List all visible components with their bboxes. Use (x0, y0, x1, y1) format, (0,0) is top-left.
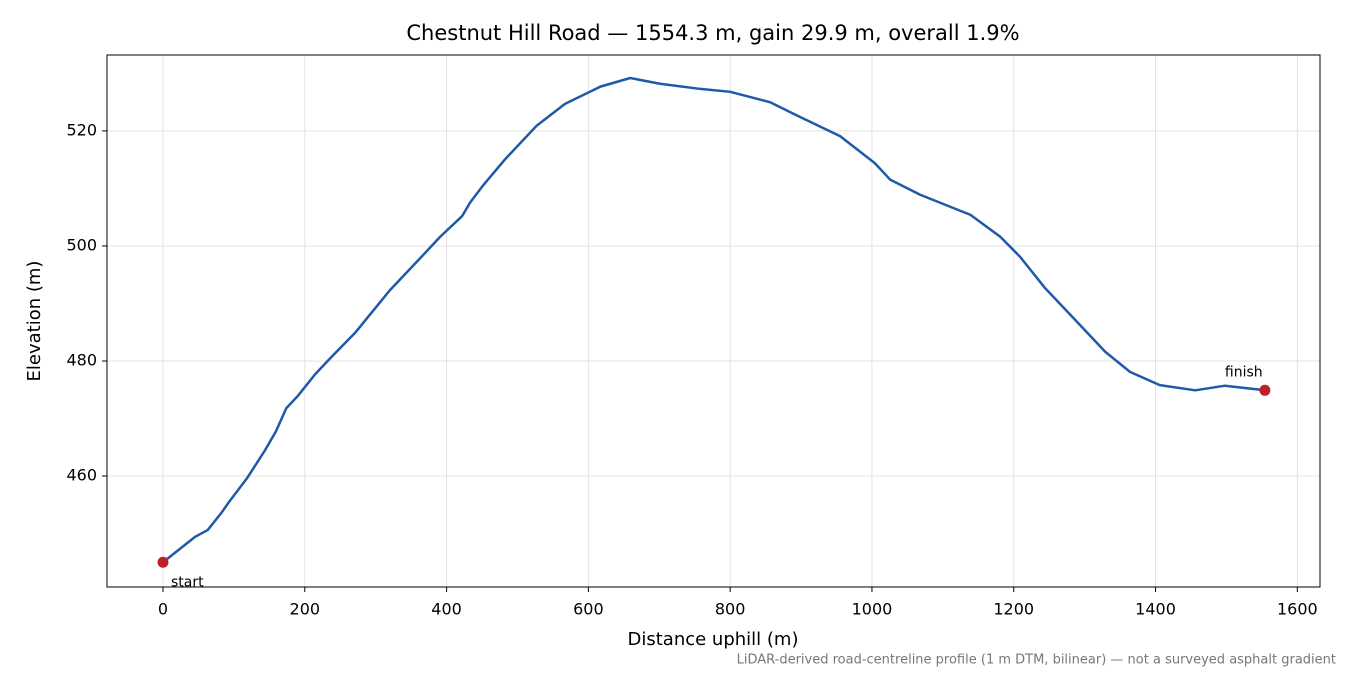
y-tick-label: 480 (66, 350, 97, 369)
endpoint-marker (157, 556, 169, 568)
plot-frame (106, 54, 1321, 588)
footnote: LiDAR-derived road-centreline profile (1… (737, 653, 1336, 668)
x-tick-label: 400 (431, 600, 462, 619)
y-tick-label: 500 (66, 235, 97, 254)
x-axis-label: Distance uphill (m) (628, 629, 799, 650)
y-axis-label: Elevation (m) (24, 261, 45, 382)
x-tick-label: 200 (290, 600, 321, 619)
profile-line (162, 76, 1266, 564)
endpoint-label: finish (1225, 364, 1263, 380)
y-tick-label: 460 (66, 465, 97, 484)
x-tick-label: 1200 (993, 600, 1034, 619)
x-tick-label: 1600 (1277, 600, 1318, 619)
x-tick-label: 600 (573, 600, 604, 619)
x-tick-label: 0 (158, 600, 168, 619)
y-tick-label: 520 (66, 120, 97, 139)
x-tick-label: 1400 (1135, 600, 1176, 619)
endpoint-label: start (171, 574, 204, 590)
chart-title: Chestnut Hill Road — 1554.3 m, gain 29.9… (406, 21, 1019, 45)
x-tick-label: 1000 (852, 600, 893, 619)
x-tick-label: 800 (715, 600, 746, 619)
endpoint-marker (1259, 384, 1271, 396)
